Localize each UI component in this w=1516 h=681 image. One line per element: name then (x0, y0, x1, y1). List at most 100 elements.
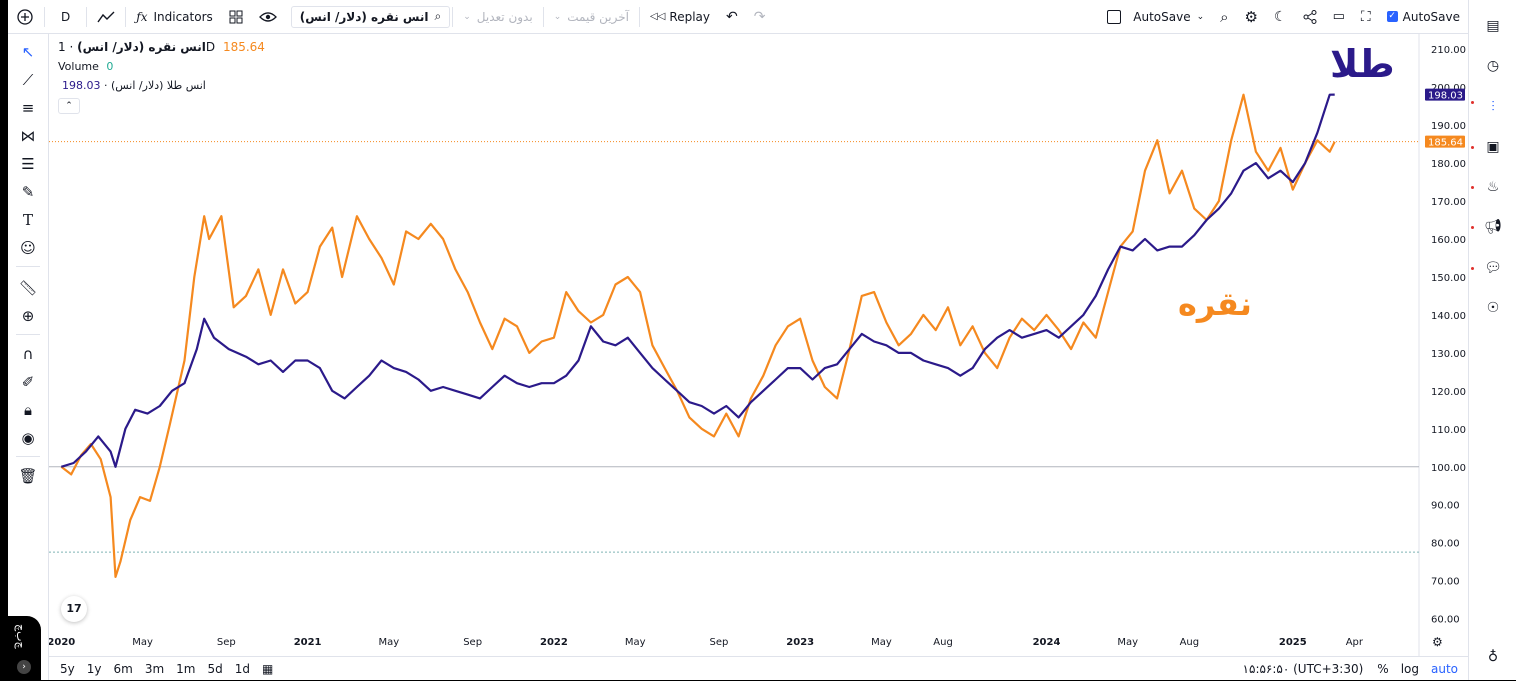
replay-label: Replay (669, 9, 710, 24)
chats-button[interactable]: 💬︎ (1481, 256, 1505, 280)
x-tick-label: 2023 (786, 637, 814, 648)
auto-toggle[interactable]: auto (1430, 662, 1458, 676)
timeframe-1d[interactable]: 1d (234, 662, 251, 676)
timeframe-3m[interactable]: 3m (144, 662, 165, 676)
timeframe-5d[interactable]: 5d (207, 662, 223, 676)
help-button[interactable]: ♁ (1481, 645, 1505, 669)
horizontal-lines-tool[interactable]: ≡ (16, 96, 40, 120)
calendar-icon: ▦ (262, 662, 274, 676)
lock-tool[interactable]: 🔒︎ (16, 398, 40, 422)
corner-text: چ‌ب‌چ (14, 624, 27, 649)
y-tick-label: 140.00 (1431, 311, 1466, 322)
compare-icon: ⌕ (434, 9, 442, 23)
camera-icon: ▭ (1332, 9, 1345, 24)
data-window-icon: ▣ (1486, 139, 1500, 155)
ideas-button[interactable]: ☉ (1481, 296, 1505, 320)
autosave-menu[interactable]: AutoSave ⌄ (1099, 0, 1212, 33)
interval-button[interactable]: D (61, 9, 71, 24)
silver-price-tag (1425, 135, 1465, 148)
chat-icon: 💬︎ (1484, 260, 1502, 276)
data-window-button[interactable]: ▣ (1481, 135, 1505, 159)
trend-line-tool[interactable]: ⟋ (16, 68, 40, 92)
y-tick-label: 160.00 (1431, 235, 1466, 246)
timeframe-5y[interactable]: 5y (60, 662, 75, 676)
pattern-tool[interactable]: ⋈ (16, 124, 40, 148)
checkbox-checked-icon: ✓ (1386, 11, 1398, 22)
layout-square-icon (1107, 9, 1122, 24)
autosave-toggle[interactable]: ✓ AutoSave (1379, 0, 1468, 33)
fib-icon: ☰ (21, 155, 35, 173)
log-toggle[interactable]: log (1400, 662, 1419, 676)
timeframe-6m[interactable]: 6m (113, 662, 133, 676)
timeframe-1y[interactable]: 1y (86, 662, 102, 676)
main-series-legend[interactable]: انس نقره (دلار/ انس) · 1D 185.64 (58, 40, 265, 54)
last-price-dropdown[interactable]: ⌄ آخرین قیمت (546, 0, 637, 33)
emoji-tool[interactable]: ☺ (16, 236, 40, 260)
date-range-button[interactable]: ▦ (262, 662, 273, 676)
toolbar-divider (639, 6, 640, 27)
volume-legend[interactable]: Volume 0 (58, 60, 113, 73)
drawing-toolbar: ↖ ⟋ ≡ ⋈ ☰ ✎ T ☺ 📏︎ ⊕ ∩ ✐ 🔒︎ ◉ 🗑︎ (8, 34, 49, 680)
lines-icon: ≡ (21, 99, 35, 117)
pencil-lock-icon: ✐ (21, 373, 35, 391)
symbol-compare-button[interactable]: انس نقره (دلار/ انس) ⌕ (290, 5, 451, 28)
brush-tool[interactable]: ✎ (16, 180, 40, 204)
toolbar-divider (125, 6, 127, 27)
undo-icon: ↶ (725, 8, 738, 25)
add-symbol-button[interactable] (8, 0, 42, 33)
alerts-button[interactable]: ◷ (1481, 54, 1505, 78)
text-tool[interactable]: T (16, 208, 40, 232)
percent-toggle[interactable]: % (1377, 662, 1389, 676)
fib-tool[interactable]: ☰ (16, 152, 40, 176)
chart-type-button[interactable] (89, 0, 123, 33)
theme-button[interactable]: ☾ (1266, 0, 1295, 33)
y-tick-label: 80.00 (1431, 539, 1460, 550)
watchlist-button[interactable]: ▤ (1481, 14, 1505, 38)
snapshot-button[interactable]: ▭ (1325, 0, 1353, 33)
redo-button[interactable]: ↷ (746, 0, 774, 33)
layouts-button[interactable] (221, 0, 251, 33)
clock-label[interactable]: ۱۵:۵۶:۵۰ (UTC+3:30) (1242, 662, 1364, 676)
replay-button[interactable]: ◁◁ Replay (642, 0, 718, 33)
measure-tool[interactable]: 📏︎ (16, 276, 40, 300)
y-tick-label: 110.00 (1431, 425, 1466, 436)
compare-series-legend[interactable]: انس طلا (دلار/ انس) · 198.03 (58, 79, 206, 92)
volume-label: Volume (58, 60, 99, 73)
news-button[interactable]: 📢︎ (1481, 215, 1505, 239)
compare-series-value: 198.03 (62, 79, 101, 92)
alert-clock-icon: ◷ (1486, 58, 1500, 74)
y-tick-label: 120.00 (1431, 387, 1466, 398)
x-tick-label: Sep (709, 637, 728, 648)
cursor-icon: ↖ (21, 43, 35, 61)
fullscreen-button[interactable]: ⛶ (1353, 0, 1379, 33)
gold-price-tag (1425, 88, 1465, 101)
hotlists-button[interactable]: ♨ (1481, 175, 1505, 199)
indicators-button[interactable]: ƒx Indicators (128, 0, 221, 33)
object-tree-button[interactable]: ⫶ (1481, 95, 1505, 119)
remove-tool[interactable]: 🗑︎ (16, 464, 40, 488)
text-icon: T (22, 211, 33, 229)
corner-arrow-icon[interactable]: › (17, 660, 31, 674)
ruler-icon: 📏︎ (18, 279, 38, 297)
magnet-tool[interactable]: ∩ (16, 342, 40, 366)
cursor-tool[interactable]: ↖ (16, 40, 40, 64)
zoom-tool[interactable]: ⊕ (16, 304, 40, 328)
timeframe-1m[interactable]: 1m (176, 662, 196, 676)
gear-icon: ⚙ (1244, 7, 1258, 26)
price-chart[interactable]: 210.00200.00190.00180.00170.00160.00150.… (49, 34, 1468, 656)
tradingview-logo[interactable]: 17 (61, 596, 87, 622)
stay-drawing-tool[interactable]: ✐ (16, 370, 40, 394)
undo-button[interactable]: ↶ (718, 0, 746, 33)
symbol-label: انس نقره (دلار/ انس) (299, 9, 429, 24)
x-tick-label: May (1117, 637, 1138, 648)
share-button[interactable] (1295, 0, 1325, 33)
quick-search-button[interactable]: ⌕ (1212, 0, 1236, 33)
collapse-legend-button[interactable]: ⌃ (58, 98, 80, 114)
settings-button[interactable]: ⚙ (1237, 0, 1266, 33)
visibility-button[interactable] (251, 0, 285, 33)
eye-icon: ◉ (21, 429, 35, 447)
adjust-dropdown[interactable]: ⌄ بدون تعدیل (455, 0, 540, 33)
hide-tool[interactable]: ◉ (16, 426, 40, 450)
bulb-icon: ☉ (1486, 300, 1500, 316)
x-tick-label: May (132, 637, 153, 648)
